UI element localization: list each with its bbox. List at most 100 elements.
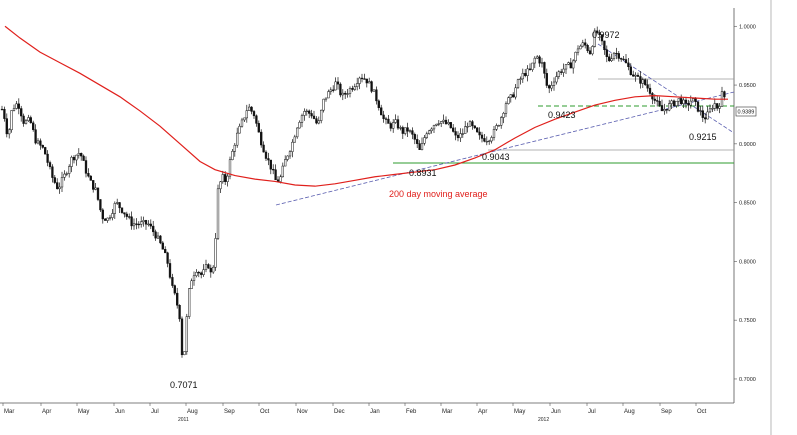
y-tick-label: 0.9500 <box>739 83 756 89</box>
candle-body <box>663 109 666 112</box>
candle-body <box>437 123 440 125</box>
candle-body <box>228 159 232 177</box>
candle-body <box>96 187 100 200</box>
moving-average-label: 200 day moving average <box>389 189 488 199</box>
x-tick-label: Aug <box>624 409 635 415</box>
candle-body <box>3 108 6 119</box>
candle-body <box>300 115 304 123</box>
candle-body <box>442 119 445 122</box>
candle-body <box>291 141 294 152</box>
candle-body <box>82 155 85 161</box>
candle-body <box>332 89 335 91</box>
candle-body <box>101 209 104 220</box>
candle-body <box>459 133 462 139</box>
label-high-0.9972: 0.9972 <box>592 30 620 40</box>
candle-body <box>711 108 714 110</box>
candle-body <box>682 99 685 105</box>
candle-body <box>514 87 517 98</box>
candle-body <box>588 50 592 55</box>
candle-body <box>200 272 203 275</box>
candle-body <box>15 103 18 109</box>
label-low-0.7071: 0.7071 <box>170 380 198 390</box>
candle-body <box>243 117 246 121</box>
candle-body <box>123 212 126 215</box>
candle-body <box>423 137 426 144</box>
candle-body <box>120 207 124 213</box>
y-tick-label: 0.9000 <box>739 142 756 148</box>
candle-body <box>34 129 37 144</box>
candle-body <box>567 62 570 65</box>
candle-body <box>281 165 284 178</box>
candle-body <box>22 115 25 124</box>
candle-body <box>27 117 30 121</box>
candle-body <box>483 138 486 142</box>
candle-body <box>269 159 272 170</box>
candle-body <box>204 264 208 270</box>
candle-body <box>53 177 56 183</box>
candle-body <box>598 32 601 35</box>
candle-body <box>32 122 35 130</box>
candle-body <box>497 125 500 127</box>
candle-body <box>382 114 385 119</box>
last-price-box <box>735 106 757 117</box>
candle-body <box>387 118 390 124</box>
candle-body <box>603 40 606 50</box>
candle-body <box>480 134 484 139</box>
label-0.8931: 0.8931 <box>409 168 437 178</box>
candle-body <box>195 271 198 277</box>
candle-body <box>394 119 397 123</box>
candle-body <box>176 292 179 306</box>
candle-body <box>238 125 241 134</box>
candle-body <box>142 220 145 223</box>
candle-body <box>132 223 136 227</box>
candle-body <box>377 100 380 108</box>
label-0.9043: 0.9043 <box>482 152 510 162</box>
candle-body <box>723 91 726 98</box>
x-tick-label: Mar <box>4 409 14 415</box>
candle-body <box>77 153 80 156</box>
candle-body <box>334 81 337 91</box>
candle-body <box>622 58 625 61</box>
candle-body <box>320 109 323 121</box>
candle-body <box>60 177 64 188</box>
candle-body <box>339 83 342 96</box>
candle-body <box>185 316 188 352</box>
y-tick-label: 0.7500 <box>739 318 756 324</box>
candle-body <box>284 159 287 167</box>
candle-body <box>675 100 678 106</box>
candle-body <box>420 143 424 150</box>
candle-body <box>668 103 671 111</box>
candle-body <box>188 288 191 317</box>
x-tick-label: Jul <box>151 409 159 415</box>
candle-body <box>84 160 88 174</box>
candle-body <box>528 68 532 70</box>
y-axis-ticks: 1.0000 0.9500 0.9000 0.8500 0.8000 0.7500 0.70… <box>734 24 756 383</box>
candle-body <box>89 175 92 181</box>
candle-body <box>524 73 527 76</box>
year-label: 2012 <box>538 417 549 423</box>
candle-body <box>540 62 544 64</box>
x-tick-label: May <box>514 409 525 415</box>
candle-body <box>363 78 366 80</box>
candle-body <box>581 42 584 47</box>
y-tick-label: 0.8000 <box>739 259 756 265</box>
candle-body <box>699 110 702 112</box>
candle-body <box>118 202 121 209</box>
candle-body <box>447 122 450 125</box>
candle-body <box>296 127 299 138</box>
candle-body <box>560 71 563 73</box>
candle-body <box>56 182 59 190</box>
candle-body <box>605 49 608 58</box>
candle-body <box>327 91 330 99</box>
candle-body <box>298 122 301 129</box>
candle-body <box>257 123 260 133</box>
candle-body <box>140 221 143 225</box>
candle-body <box>634 74 637 77</box>
candle-body <box>454 131 457 136</box>
candle-body <box>348 88 352 94</box>
candle-body <box>92 180 95 190</box>
candle-body <box>159 235 162 244</box>
candle-body <box>308 110 311 114</box>
candle-body <box>526 68 529 76</box>
candle-body <box>178 304 181 320</box>
